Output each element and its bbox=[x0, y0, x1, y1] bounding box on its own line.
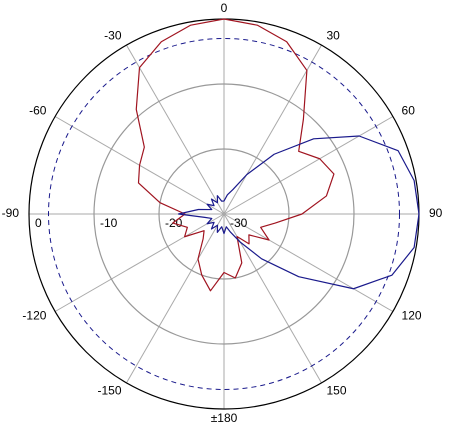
spoke bbox=[223, 44, 322, 215]
angle-label: ±180 bbox=[211, 411, 238, 425]
grid-circle bbox=[93, 83, 355, 345]
r-tick-label: 0 bbox=[35, 216, 42, 230]
angle-label: 150 bbox=[327, 384, 347, 398]
angle-label: -60 bbox=[29, 104, 47, 118]
spoke bbox=[54, 213, 225, 312]
angle-label: 0 bbox=[221, 1, 228, 15]
pattern-line bbox=[177, 135, 420, 290]
spoke bbox=[223, 116, 394, 215]
angle-label: -30 bbox=[104, 29, 122, 43]
angle-label: 30 bbox=[327, 29, 341, 43]
reference-circle bbox=[48, 38, 400, 390]
spoke bbox=[126, 213, 225, 384]
spoke bbox=[223, 213, 322, 384]
angle-label: 90 bbox=[429, 206, 443, 220]
grid-circle bbox=[158, 148, 290, 280]
angle-label: -120 bbox=[22, 309, 46, 323]
angle-label: -90 bbox=[2, 206, 20, 220]
angle-label: 60 bbox=[402, 104, 416, 118]
pattern-line bbox=[135, 18, 335, 292]
spoke bbox=[126, 44, 225, 215]
r-tick-label: -10 bbox=[100, 216, 118, 230]
angle-label: -150 bbox=[97, 384, 121, 398]
angle-label: 120 bbox=[402, 309, 422, 323]
r-tick-label: -30 bbox=[230, 216, 248, 230]
spoke bbox=[223, 213, 394, 312]
